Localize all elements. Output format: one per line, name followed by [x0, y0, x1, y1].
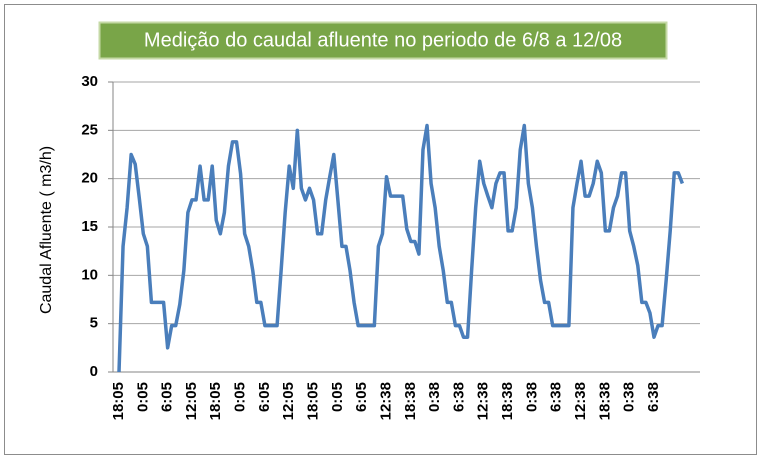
x-tick-label: 12:05 [280, 382, 297, 420]
x-tick-label: 0:38 [621, 382, 638, 412]
title-box [98, 21, 668, 60]
x-tick-label: 18:05 [207, 382, 224, 420]
y-tick-label: 5 [90, 315, 98, 332]
x-tick-label: 0:05 [232, 382, 249, 412]
x-tick-label: 18:05 [305, 382, 322, 420]
x-tick-label: 0:38 [426, 382, 443, 412]
x-tick-label: 6:38 [645, 382, 662, 412]
x-tick-label: 18:38 [596, 382, 613, 420]
y-tick-label: 30 [81, 73, 98, 90]
x-tick-label: 0:05 [329, 382, 346, 412]
x-tick-label: 18:38 [402, 382, 419, 420]
x-tick-label: 6:05 [159, 382, 176, 412]
x-tick-label: 0:38 [523, 382, 540, 412]
y-tick-label: 20 [81, 170, 98, 187]
y-axis-title: Caudal Afluente ( m3/h) [38, 146, 55, 314]
x-tick-label: 12:05 [183, 382, 200, 420]
x-tick-label: 18:05 [110, 382, 127, 420]
x-tick-label: 18:38 [499, 382, 516, 420]
y-tick-label: 25 [81, 121, 98, 138]
data-line [117, 123, 685, 373]
x-tick-label: 6:38 [548, 382, 565, 412]
x-tick-label: 6:05 [353, 382, 370, 412]
y-tick-label: 10 [81, 266, 98, 283]
y-tick-label: 15 [81, 218, 98, 235]
y-tick-label: 0 [90, 363, 98, 380]
x-tick-label: 0:05 [134, 382, 151, 412]
x-tick-label: 6:05 [256, 382, 273, 412]
x-tick-label: 12:38 [377, 382, 394, 420]
chart-title: Medição do caudal afluente no periodo de… [144, 29, 622, 51]
x-tick-label: 12:38 [572, 382, 589, 420]
x-tick-label: 12:38 [475, 382, 492, 420]
x-tick-label: 6:38 [450, 382, 467, 412]
